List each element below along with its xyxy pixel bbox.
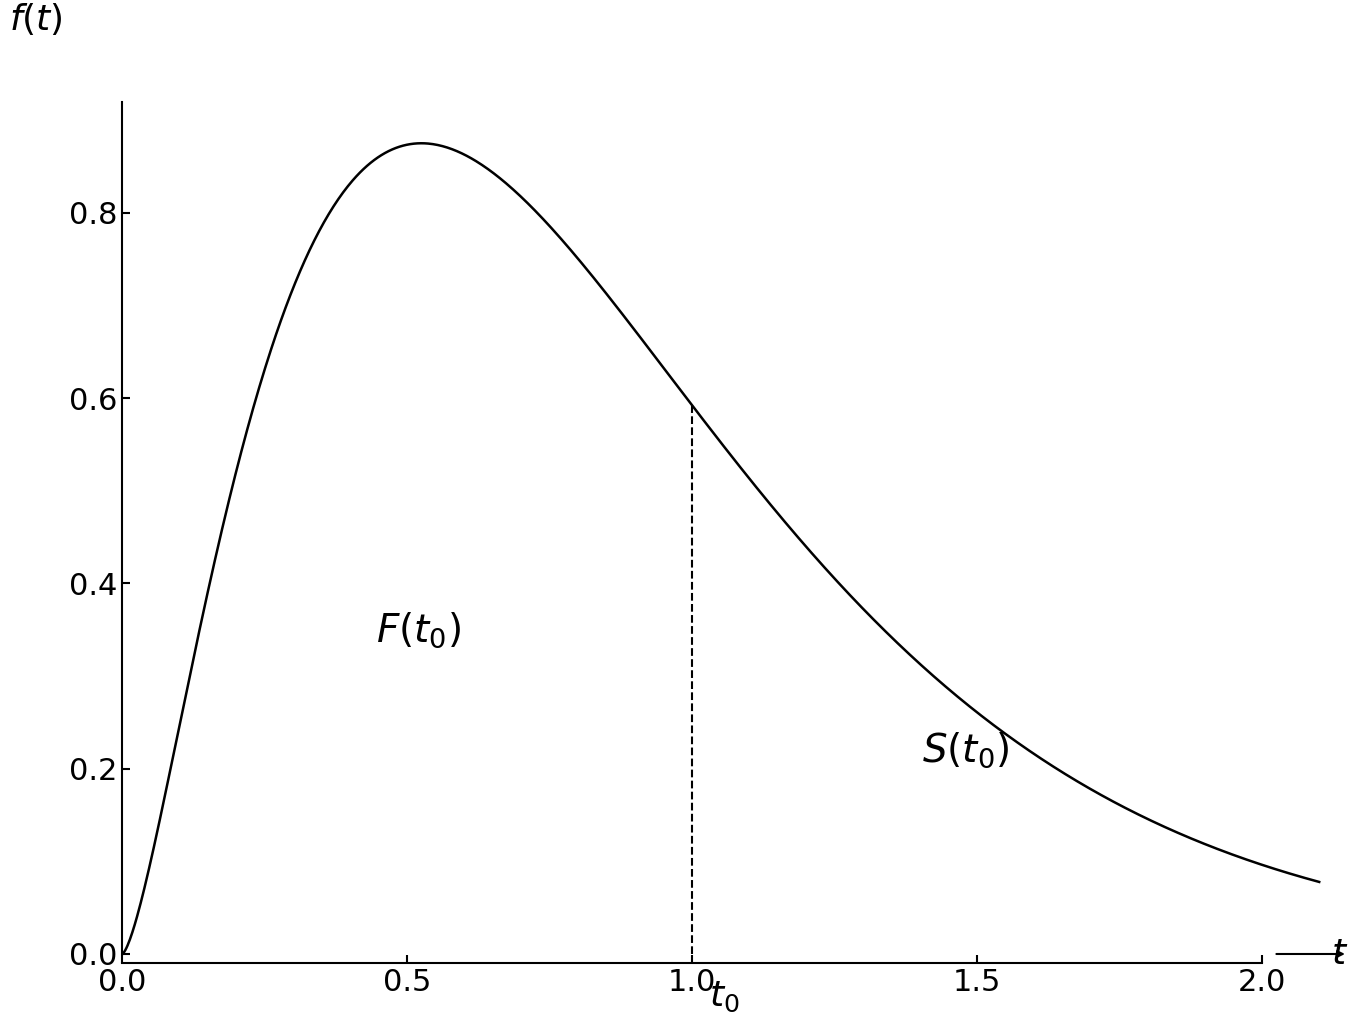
Text: $t$: $t$ [1331, 937, 1348, 971]
Text: $F(t_0)$: $F(t_0)$ [376, 609, 461, 650]
Text: $t_0$: $t_0$ [709, 980, 740, 1014]
Y-axis label: $f(t)$: $f(t)$ [10, 1, 63, 37]
Text: $S(t_0)$: $S(t_0)$ [923, 730, 1009, 770]
